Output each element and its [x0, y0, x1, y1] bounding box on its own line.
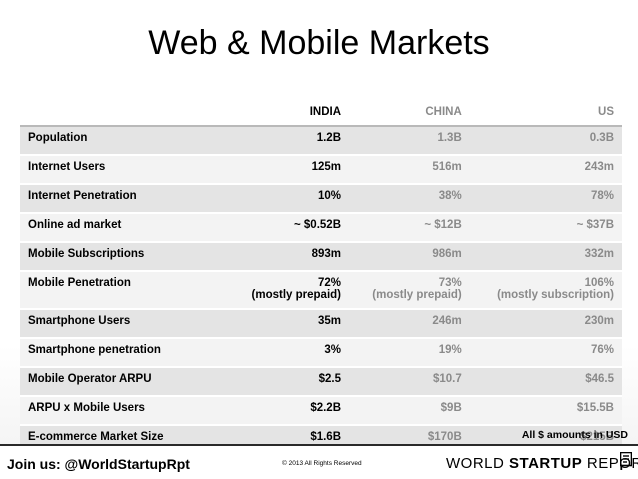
table-row: Internet Penetration 10% 38% 78% [20, 184, 622, 214]
header-us: US [469, 98, 622, 127]
table-row: Smartphone Users 35m 246m 230m [20, 309, 622, 339]
us-value: 78% [469, 184, 622, 214]
header-india: INDIA [221, 98, 349, 127]
metric-label: Mobile Subscriptions [20, 242, 221, 272]
us-value: $15.5B [469, 396, 622, 426]
china-value: 1.3B [349, 126, 470, 156]
china-value: 73% (mostly prepaid) [349, 271, 470, 310]
india-value: 3% [221, 338, 349, 368]
us-value: 0.3B [469, 126, 622, 156]
header-china: CHINA [349, 98, 470, 127]
india-value: $2.2B [221, 396, 349, 426]
table-row: Smartphone penetration 3% 19% 76% [20, 338, 622, 368]
us-value-note: (mostly subscription) [497, 289, 614, 301]
china-value: ~ $12B [349, 213, 470, 243]
india-value: 10% [221, 184, 349, 214]
india-value-note: (mostly prepaid) [251, 289, 341, 301]
us-value: ~ $37B [469, 213, 622, 243]
china-value-note: (mostly prepaid) [372, 289, 462, 301]
china-value: 38% [349, 184, 470, 214]
flag-icon [620, 452, 632, 470]
india-value: 125m [221, 155, 349, 185]
copyright-text: © 2013 All Rights Reserved [282, 460, 362, 467]
footer-divider [0, 444, 638, 446]
india-value: ~ $0.52B [221, 213, 349, 243]
page-title: Web & Mobile Markets [148, 24, 490, 62]
brand-world: WORLD [446, 455, 505, 472]
brand-startup: STARTUP [509, 455, 583, 472]
metric-label: Internet Users [20, 155, 221, 185]
us-value: 243m [469, 155, 622, 185]
currency-note: All $ amounts in USD [521, 429, 628, 441]
metric-label: Smartphone penetration [20, 338, 221, 368]
us-value: 106% (mostly subscription) [469, 271, 622, 310]
china-value: 516m [349, 155, 470, 185]
us-value: $46.5 [469, 367, 622, 397]
table-row: Internet Users 125m 516m 243m [20, 155, 622, 185]
us-value-main: 106% [584, 277, 614, 289]
table-row: ARPU x Mobile Users $2.2B $9B $15.5B [20, 396, 622, 426]
brand-logo: WORLD STARTUP REPORT [446, 455, 638, 472]
us-value: 230m [469, 309, 622, 339]
table-row: Mobile Penetration 72% (mostly prepaid) … [20, 271, 622, 310]
india-value: $2.5 [221, 367, 349, 397]
us-value: 76% [469, 338, 622, 368]
india-value: 72% (mostly prepaid) [221, 271, 349, 310]
table-row: Mobile Subscriptions 893m 986m 332m [20, 242, 622, 272]
table-row: Online ad market ~ $0.52B ~ $12B ~ $37B [20, 213, 622, 243]
us-value: 332m [469, 242, 622, 272]
markets-table: INDIA CHINA US Population 1.2B 1.3B 0.3B… [20, 98, 622, 455]
china-value: 986m [349, 242, 470, 272]
india-value-main: 72% [317, 277, 341, 289]
metric-label: Population [20, 126, 221, 156]
india-value: 1.2B [221, 126, 349, 156]
metric-label: Mobile Penetration [20, 271, 221, 310]
india-value: 893m [221, 242, 349, 272]
metric-label: Mobile Operator ARPU [20, 367, 221, 397]
table-row: Mobile Operator ARPU $2.5 $10.7 $46.5 [20, 367, 622, 397]
footer: Join us: @WorldStartupRpt © 2013 All Rig… [0, 444, 638, 479]
metric-label: Internet Penetration [20, 184, 221, 214]
twitter-handle-link[interactable]: Join us: @WorldStartupRpt [7, 456, 190, 472]
metric-label: ARPU x Mobile Users [20, 396, 221, 426]
table-header-row: INDIA CHINA US [20, 98, 622, 127]
india-value: 35m [221, 309, 349, 339]
china-value: $9B [349, 396, 470, 426]
china-value: 19% [349, 338, 470, 368]
header-metric [20, 98, 221, 127]
metric-label: Online ad market [20, 213, 221, 243]
metric-label: Smartphone Users [20, 309, 221, 339]
china-value: $10.7 [349, 367, 470, 397]
china-value-main: 73% [438, 277, 462, 289]
table-row: Population 1.2B 1.3B 0.3B [20, 126, 622, 156]
china-value: 246m [349, 309, 470, 339]
